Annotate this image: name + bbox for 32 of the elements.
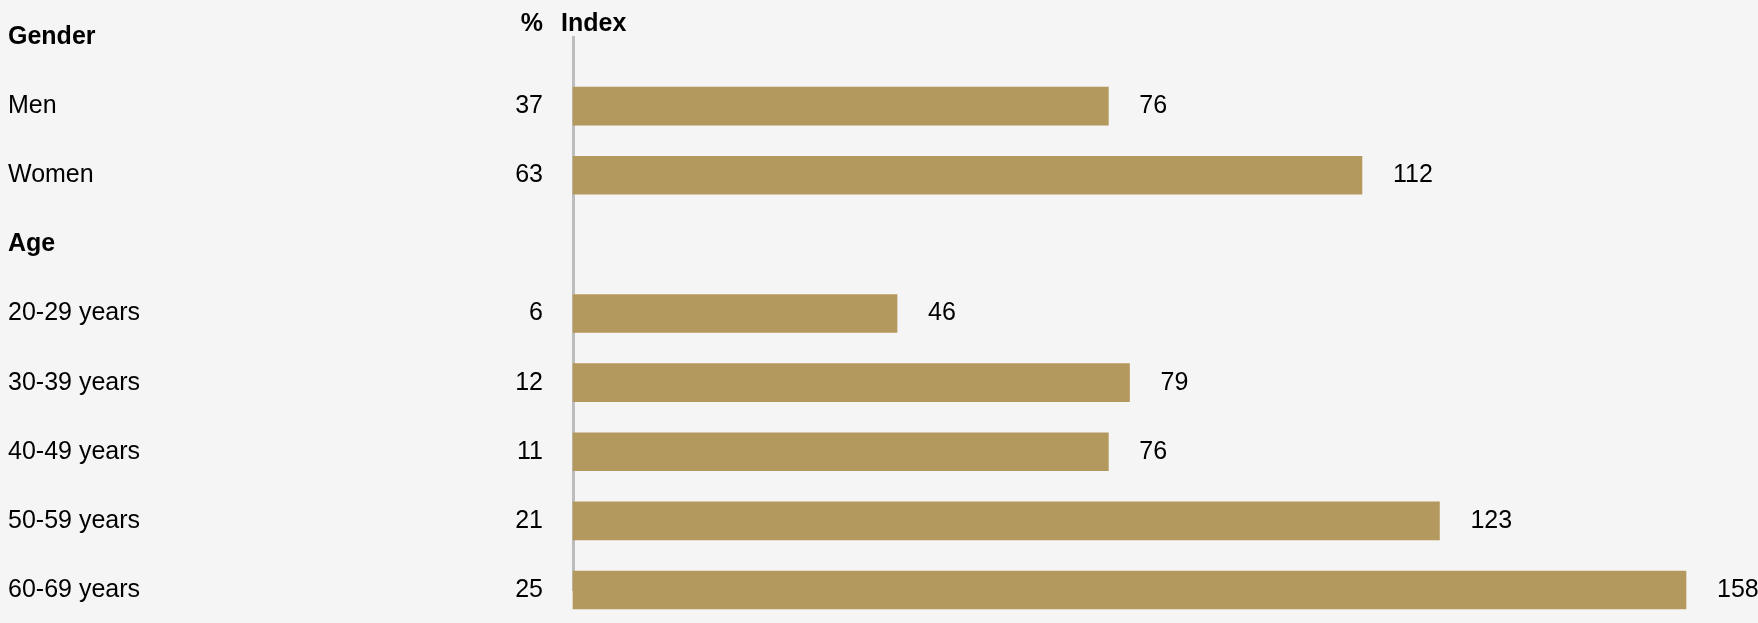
y-tick-label: 20-29 years <box>8 297 141 326</box>
y-tick-label: 60-69 years <box>8 573 141 602</box>
bar <box>572 570 1687 610</box>
text: 63 <box>515 159 543 188</box>
bar <box>572 432 1109 472</box>
bar <box>572 86 1109 126</box>
data-label: 46 <box>928 297 956 326</box>
y-tick-label: Age <box>8 228 56 257</box>
y-tick-label: Men <box>8 90 57 119</box>
y-tick-label: Women <box>8 159 94 188</box>
text: 6 <box>529 297 543 326</box>
y-tick-label: 30-39 years <box>8 366 141 395</box>
y-tick-label: 40-49 years <box>8 435 141 464</box>
text: 11 <box>517 435 543 464</box>
data-label: 158 <box>1717 573 1758 602</box>
bar <box>572 363 1130 402</box>
text: 12 <box>515 366 543 395</box>
text: % <box>520 7 543 36</box>
text: 37 <box>515 90 543 119</box>
bar <box>572 501 1440 541</box>
data-label: 76 <box>1139 90 1168 119</box>
x-axis-title: Index <box>561 7 627 36</box>
bar <box>572 155 1363 195</box>
data-label: 76 <box>1139 435 1168 464</box>
data-label: 79 <box>1160 366 1189 395</box>
text: 25 <box>515 573 543 602</box>
bar <box>572 294 898 333</box>
text: 21 <box>515 504 543 533</box>
data-label: 123 <box>1470 504 1513 533</box>
y-tick-label: Gender <box>8 20 96 49</box>
y-tick-label: 50-59 years <box>8 504 141 533</box>
data-label: 112 <box>1392 159 1433 188</box>
